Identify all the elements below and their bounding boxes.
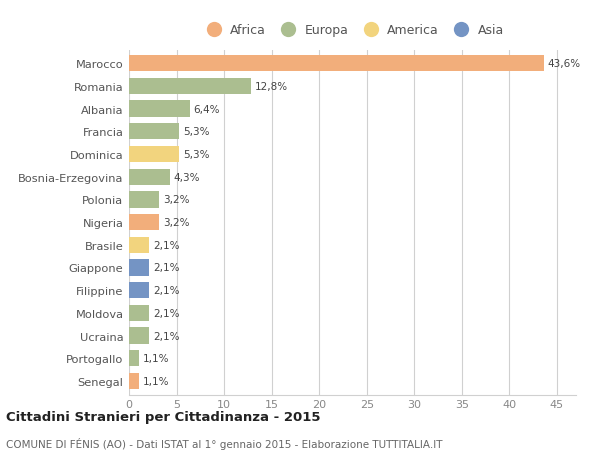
Bar xyxy=(129,146,179,163)
Text: 5,3%: 5,3% xyxy=(183,127,210,137)
Text: 2,1%: 2,1% xyxy=(153,263,179,273)
Bar xyxy=(129,237,149,253)
Text: 2,1%: 2,1% xyxy=(153,240,179,250)
Text: 1,1%: 1,1% xyxy=(143,376,170,386)
Text: 3,2%: 3,2% xyxy=(163,195,190,205)
Bar xyxy=(129,260,149,276)
Text: 6,4%: 6,4% xyxy=(194,104,220,114)
Text: 2,1%: 2,1% xyxy=(153,308,179,318)
Text: Cittadini Stranieri per Cittadinanza - 2015: Cittadini Stranieri per Cittadinanza - 2… xyxy=(6,410,320,423)
Text: 2,1%: 2,1% xyxy=(153,331,179,341)
Bar xyxy=(129,78,251,95)
Text: 12,8%: 12,8% xyxy=(254,82,287,92)
Bar xyxy=(129,305,149,321)
Bar xyxy=(129,192,160,208)
Text: 1,1%: 1,1% xyxy=(143,353,170,364)
Text: 4,3%: 4,3% xyxy=(174,172,200,182)
Bar xyxy=(129,56,544,72)
Bar xyxy=(129,373,139,389)
Text: 2,1%: 2,1% xyxy=(153,285,179,296)
Text: 43,6%: 43,6% xyxy=(547,59,581,69)
Bar xyxy=(129,101,190,118)
Text: 5,3%: 5,3% xyxy=(183,150,210,160)
Legend: Africa, Europa, America, Asia: Africa, Europa, America, Asia xyxy=(201,24,504,37)
Bar xyxy=(129,328,149,344)
Bar xyxy=(129,214,160,231)
Bar xyxy=(129,124,179,140)
Text: 3,2%: 3,2% xyxy=(163,218,190,228)
Bar xyxy=(129,169,170,185)
Bar xyxy=(129,350,139,367)
Bar xyxy=(129,282,149,299)
Text: COMUNE DI FÉNIS (AO) - Dati ISTAT al 1° gennaio 2015 - Elaborazione TUTTITALIA.I: COMUNE DI FÉNIS (AO) - Dati ISTAT al 1° … xyxy=(6,437,443,449)
